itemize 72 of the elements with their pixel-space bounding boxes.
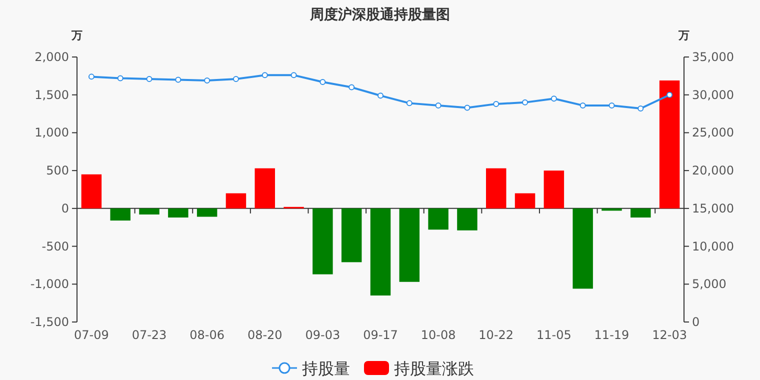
bar [659, 80, 680, 208]
x-tick-label: 10-22 [478, 328, 514, 342]
x-tick-label: 09-17 [363, 328, 398, 342]
point [435, 102, 442, 108]
bar [544, 170, 564, 208]
bar [486, 168, 506, 208]
bar [110, 208, 130, 221]
x-tick-label: 08-20 [247, 328, 282, 342]
y2-tick-label: 0 [692, 315, 700, 329]
point [117, 75, 124, 82]
x-tick-label: 08-06 [190, 328, 225, 342]
y-tick-label: 2,000 [34, 50, 69, 64]
point [378, 92, 384, 99]
point [666, 92, 673, 98]
y2-tick-label: 5,000 [692, 277, 726, 292]
x-tick-label: 11-19 [594, 328, 630, 342]
point [146, 76, 152, 82]
bar [254, 168, 275, 208]
y-tick-label: -500 [42, 239, 69, 254]
bar [168, 208, 188, 218]
point [464, 104, 470, 111]
bar [226, 193, 246, 208]
point [232, 76, 239, 82]
point [88, 74, 94, 80]
point [522, 99, 528, 106]
y2-tick-label: 30,000 [692, 88, 734, 102]
point [320, 78, 326, 85]
legend-label: 持股量涨跌 [394, 359, 474, 378]
bar [514, 193, 536, 208]
chart-title: 周度沪深股通持股量图 [309, 6, 450, 23]
point [262, 72, 268, 78]
bar [630, 208, 651, 218]
x-tick-label: 07-09 [74, 328, 109, 342]
point [493, 100, 500, 107]
point [348, 84, 355, 90]
legend-label: 持股量 [302, 359, 350, 378]
y2-tick-label: 20,000 [692, 164, 734, 178]
bar [139, 208, 160, 214]
bar [457, 208, 478, 230]
bar [399, 208, 420, 282]
y2-tick-label: 25,000 [692, 126, 734, 140]
bar [81, 174, 102, 208]
point [550, 96, 557, 102]
bar [572, 208, 593, 289]
point [204, 77, 210, 84]
point [608, 102, 615, 108]
y-tick-label: -1,500 [30, 315, 69, 329]
y-axis-title: 万 [70, 29, 82, 42]
bar [370, 208, 391, 296]
point [290, 72, 297, 78]
y2-tick-label: 35,000 [692, 50, 734, 64]
point [406, 100, 412, 106]
point [638, 105, 644, 112]
y-tick-label: 0 [61, 201, 69, 216]
x-tick-label: 10-08 [420, 328, 456, 342]
y-tick-label: 1,500 [34, 88, 69, 102]
y2-axis-title: 万 [678, 29, 690, 42]
x-tick-label: 11-05 [536, 328, 572, 342]
y-tick-label: 500 [46, 164, 69, 178]
y2-tick-label: 10,000 [692, 239, 734, 254]
bar [196, 208, 218, 217]
y2-tick-label: 15,000 [692, 201, 734, 216]
y-tick-label: 1,000 [34, 126, 69, 140]
bar [428, 208, 448, 230]
y-tick-label: -1,000 [30, 277, 69, 292]
point [580, 102, 586, 108]
x-tick-label: 07-23 [132, 328, 167, 342]
bar [341, 208, 362, 262]
point [175, 76, 182, 83]
x-tick-label: 09-03 [305, 328, 340, 342]
bar [312, 208, 333, 274]
x-tick-label: 12-03 [652, 328, 687, 342]
